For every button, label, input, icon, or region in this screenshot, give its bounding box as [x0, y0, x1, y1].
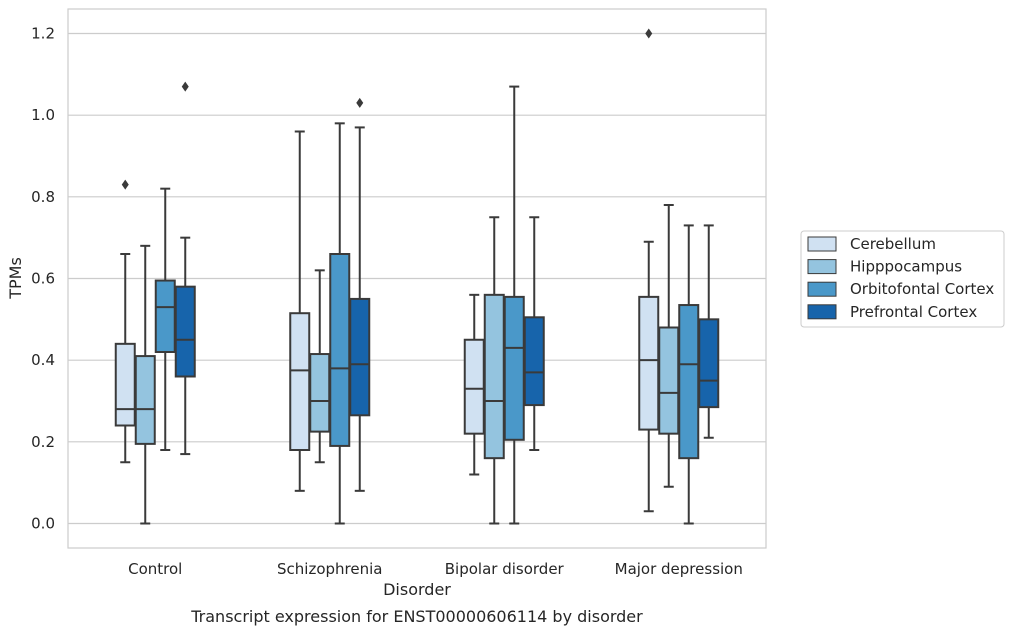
box-iqr — [503, 295, 525, 441]
box-iqr — [289, 312, 311, 452]
x-tick-label: Schizophrenia — [277, 560, 382, 578]
y-tick-label: 0.4 — [31, 351, 55, 369]
box-iqr — [349, 297, 371, 417]
x-axis-label: Disorder — [383, 580, 451, 599]
box-group — [523, 216, 545, 451]
box-iqr — [174, 285, 196, 378]
box-group — [483, 216, 505, 525]
legend-label: Orbitofontal Cortex — [850, 280, 994, 298]
legend-swatch — [807, 236, 837, 252]
box-group — [698, 224, 720, 439]
outlier-point — [181, 81, 189, 92]
box-group — [638, 28, 660, 513]
box-group — [114, 179, 136, 464]
chart-caption: Transcript expression for ENST0000060611… — [190, 607, 643, 626]
legend: Cerebellum Hipppocampus Orbitofontal Corte… — [800, 230, 1005, 328]
box-iqr — [638, 295, 660, 431]
box-group — [658, 204, 680, 488]
x-tick-label: Major depression — [615, 560, 743, 578]
legend-label: Hipppocampus — [850, 258, 962, 276]
box-group — [329, 122, 351, 525]
outlier-point — [121, 179, 129, 190]
legend-swatch — [807, 281, 837, 297]
legend-frame — [800, 230, 1005, 328]
outlier-point — [645, 28, 653, 39]
y-tick-labels: 0.0 0.2 0.4 0.6 0.8 1.0 1.2 — [31, 25, 55, 533]
box-iqr — [483, 293, 505, 460]
box-group — [463, 293, 485, 476]
box-iqr — [463, 338, 485, 435]
box-group — [134, 244, 156, 525]
legend-label: Prefrontal Cortex — [850, 303, 977, 321]
box-group — [678, 224, 700, 525]
legend-swatch — [807, 259, 837, 275]
y-tick-label: 0.6 — [31, 270, 55, 288]
box-iqr — [658, 326, 680, 435]
box-group — [309, 269, 331, 464]
y-tick-label: 0.0 — [31, 515, 55, 533]
box-group — [154, 187, 176, 451]
outlier-point — [356, 97, 364, 108]
x-tick-label: Bipolar disorder — [445, 560, 565, 578]
box-iqr — [678, 304, 700, 460]
legend-label: Cerebellum — [850, 235, 936, 253]
legend-swatch — [807, 304, 837, 320]
y-tick-label: 0.8 — [31, 188, 55, 206]
x-tick-labels: Control Schizophrenia Bipolar disorder Majo… — [128, 560, 743, 578]
box-iqr — [114, 342, 136, 427]
box-group — [503, 85, 525, 525]
box-iqr — [134, 355, 156, 445]
boxes — [114, 28, 720, 525]
y-tick-label: 1.0 — [31, 106, 55, 124]
box-iqr — [523, 316, 545, 407]
box-group — [174, 81, 196, 456]
box-iqr — [309, 353, 331, 433]
box-iqr — [698, 318, 720, 409]
box-iqr — [329, 253, 351, 447]
y-tick-label: 0.2 — [31, 433, 55, 451]
y-tick-label: 1.2 — [31, 25, 55, 43]
y-axis-label: TPMs — [6, 257, 25, 300]
box-group — [349, 97, 371, 492]
x-tick-label: Control — [128, 560, 182, 578]
plot-frame — [67, 8, 767, 549]
gridlines — [68, 32, 766, 525]
box-iqr — [154, 279, 176, 353]
box-group — [289, 130, 311, 492]
